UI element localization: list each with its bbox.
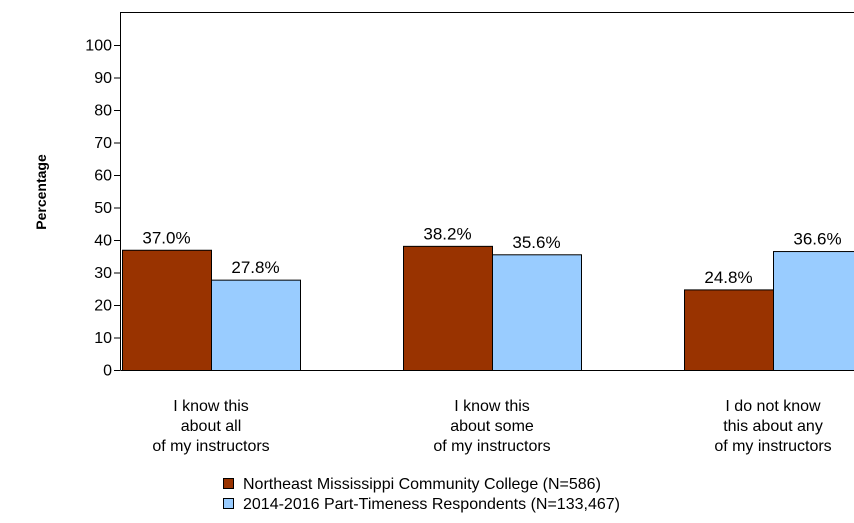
y-tick-label: 100: [85, 38, 112, 55]
data-label: 37.0%: [142, 228, 190, 247]
y-tick-label: 40: [94, 233, 112, 250]
data-label: 36.6%: [793, 230, 841, 249]
bar-series-1-cat-3: [684, 289, 774, 371]
data-label: 38.2%: [423, 224, 471, 243]
category-label: I do not know this about any of my instruc…: [714, 398, 831, 455]
data-label: 24.8%: [704, 268, 752, 287]
legend-swatch: [223, 498, 234, 509]
y-axis-label: Percentage: [33, 154, 49, 230]
category-labels: I know this about all of my instructors I k…: [152, 398, 831, 455]
bar-series-2-cat-3: [773, 251, 854, 371]
y-tick-label: 0: [103, 363, 112, 380]
data-label: 35.6%: [512, 233, 560, 252]
y-tick-label: 60: [94, 168, 112, 185]
category-label: I know this about some of my instructors: [433, 398, 550, 455]
bar-series-2-cat-2: [492, 254, 582, 371]
legend-label: Northeast Mississippi Community College …: [243, 476, 601, 493]
legend-label: 2014-2016 Part-Timeness Respondents (N=1…: [243, 496, 620, 513]
bar-series-1-cat-2: [403, 245, 493, 372]
legend: Northeast Mississippi Community College …: [223, 476, 620, 513]
bar-series-1-cat-1: [122, 249, 212, 371]
y-tick-label: 50: [94, 200, 112, 217]
data-labels: 37.0% 27.8% 38.2% 35.6% 24.8% 36.6%: [142, 224, 841, 287]
bars: [122, 245, 854, 372]
y-tick-label: 90: [94, 70, 112, 87]
y-tick-label: 70: [94, 135, 112, 152]
y-tick-label: 10: [94, 330, 112, 347]
legend-swatch: [223, 478, 234, 489]
data-label: 27.8%: [231, 258, 279, 277]
y-tick-label: 30: [94, 265, 112, 282]
y-tick-label: 80: [94, 103, 112, 120]
bar-series-2-cat-1: [211, 279, 301, 371]
y-ticks: 0 10 20 30 40 50 60 70 80 90 100: [85, 38, 120, 380]
y-tick-label: 20: [94, 298, 112, 315]
category-label: I know this about all of my instructors: [152, 398, 269, 455]
